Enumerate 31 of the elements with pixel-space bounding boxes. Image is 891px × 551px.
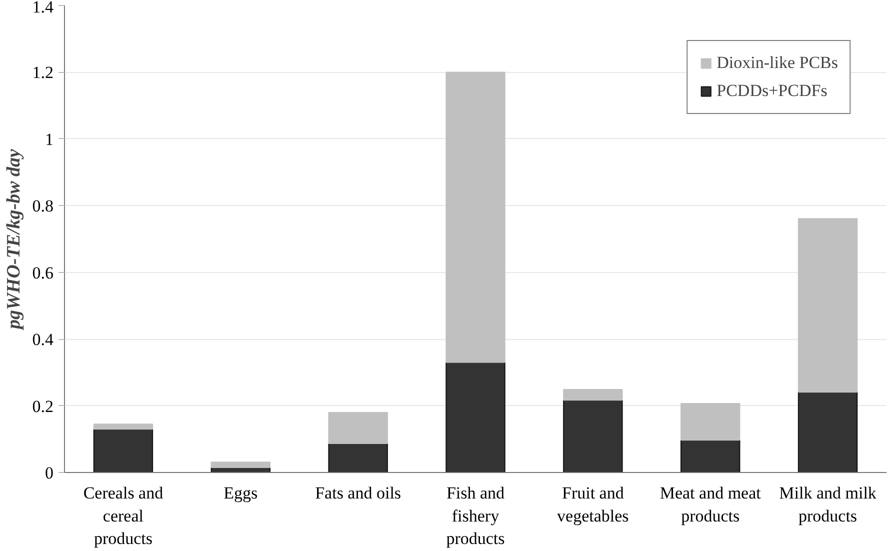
- bar: [563, 400, 623, 472]
- bar: [210, 462, 270, 468]
- y-tick-label: 0.8: [32, 196, 54, 216]
- x-tick-label: Eggs: [224, 484, 258, 502]
- bar: [680, 402, 740, 441]
- y-tick-label: 0.4: [32, 330, 54, 350]
- y-tick-label: 0.2: [32, 396, 54, 416]
- bar: [563, 388, 623, 401]
- bar: [93, 428, 154, 472]
- y-tick-label: 1.4: [32, 0, 54, 16]
- y-tick-label: 1.2: [32, 63, 54, 82]
- bar: [680, 440, 740, 472]
- bar: [328, 412, 388, 444]
- bar: [798, 392, 858, 472]
- x-tick-label: Milk and milk products: [779, 484, 877, 526]
- legend-label: PCDDs+PCDFs: [716, 81, 828, 101]
- y-axis-title: pgWHO-TE/kg-bw day: [3, 148, 24, 331]
- legend-label: Dioxin-like PCBs: [716, 53, 838, 73]
- bar: [798, 218, 858, 393]
- bar: [93, 424, 154, 430]
- y-tick-label: 1: [45, 130, 54, 149]
- y-tick-label: 0: [45, 464, 54, 482]
- x-tick-label: Fish and fishery products: [446, 484, 506, 548]
- x-tick-label: Meat and meat products: [660, 484, 762, 526]
- bar: [328, 442, 388, 472]
- bar: [446, 72, 506, 363]
- y-tick-label: 0.6: [32, 263, 54, 282]
- bar: [446, 362, 506, 472]
- x-tick-label: Fats and oils: [315, 484, 402, 502]
- x-tick-label: Cereals and cereal products: [83, 484, 164, 548]
- x-tick-label: Fruit and vegetables: [557, 484, 629, 526]
